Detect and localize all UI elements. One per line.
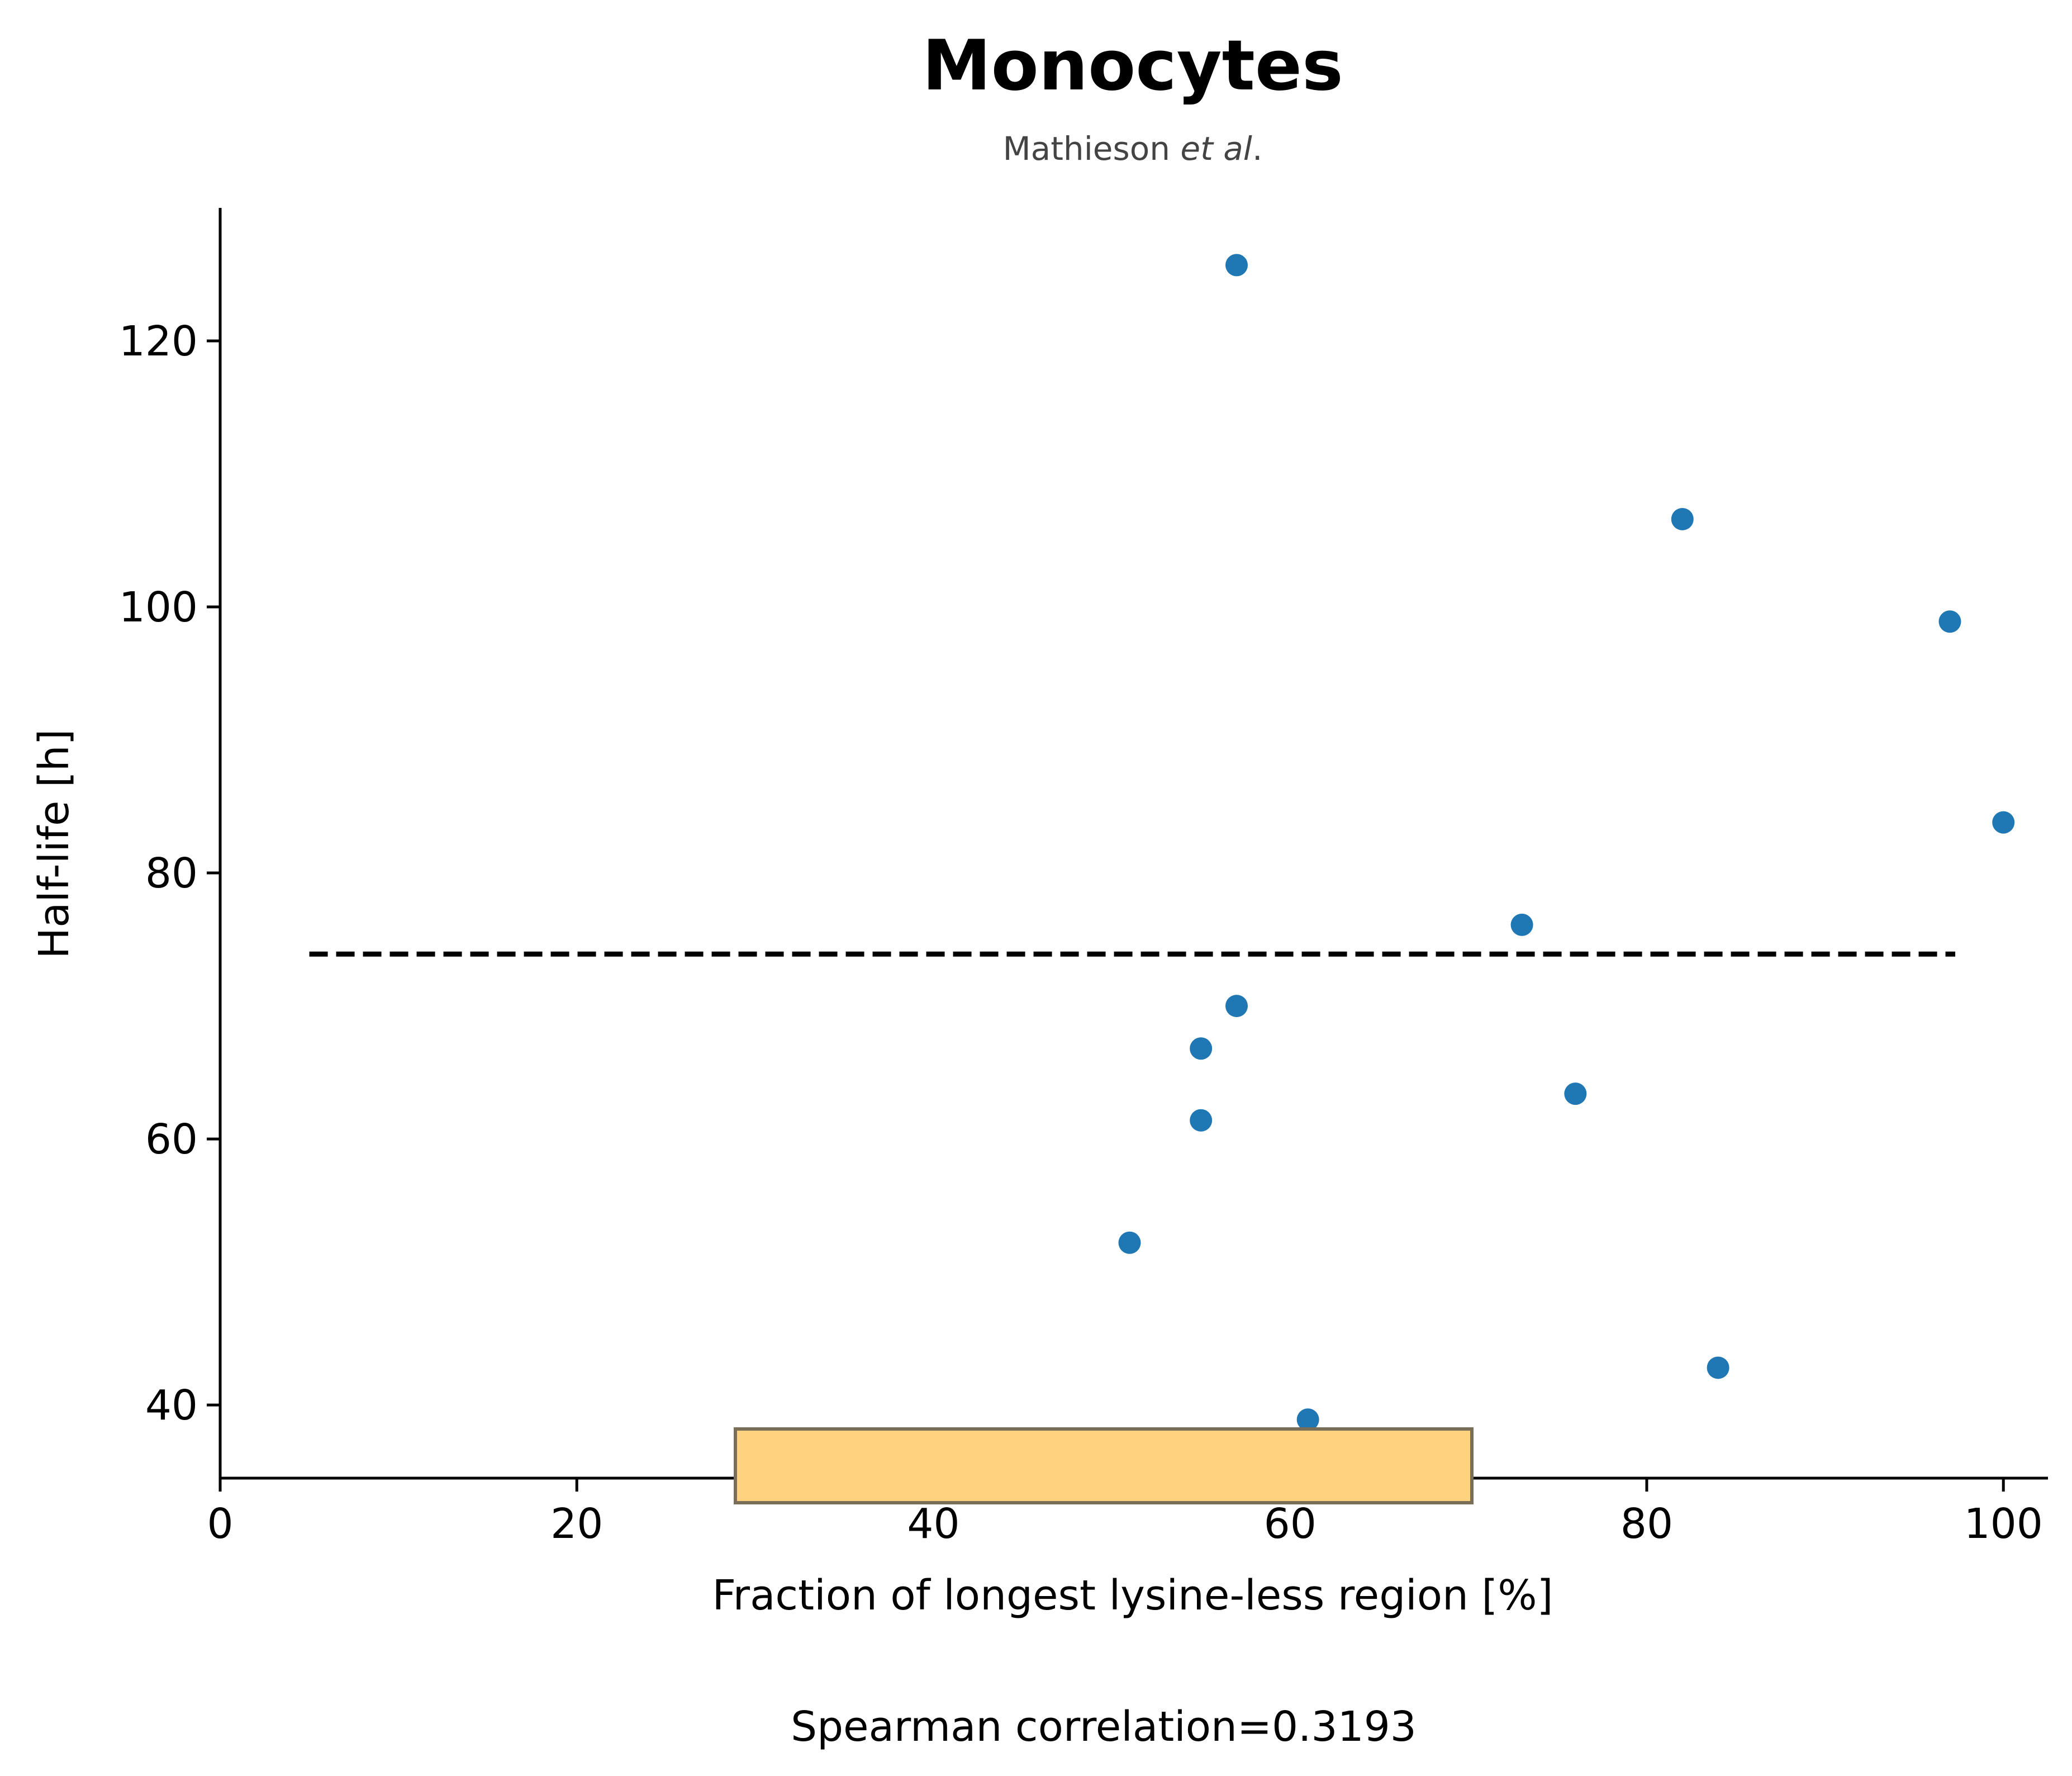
chart-subtitle: Mathieson et al.	[1003, 130, 1263, 168]
x-tick-label: 60	[1264, 1500, 1317, 1548]
annotation-background	[734, 1427, 1474, 1504]
y-axis-label: Half-life [h]	[30, 729, 78, 958]
x-tick-label: 40	[907, 1500, 959, 1548]
y-tick-label: 60	[145, 1115, 198, 1164]
annotation-box: Spearman correlation=0.3193	[734, 1427, 1474, 1751]
data-point	[1118, 1231, 1141, 1254]
data-point	[1190, 1037, 1213, 1060]
data-point	[1707, 1356, 1729, 1379]
subtitle-suffix: .	[1252, 130, 1262, 168]
plot-area: 0 20 40 60 80 100 40 60 80 100 120	[119, 254, 2043, 1548]
x-axis-label: Fraction of longest lysine-less region […	[712, 1571, 1553, 1620]
data-point	[1992, 811, 2015, 834]
x-tick-label: 100	[1964, 1500, 2043, 1548]
subtitle-italic: et al	[1180, 130, 1252, 168]
annotation-text: Spearman correlation=0.3193	[791, 1703, 1417, 1751]
data-point	[1296, 1408, 1319, 1431]
subtitle-prefix: Mathieson	[1003, 130, 1181, 168]
data-point	[1190, 1109, 1213, 1132]
data-point	[1938, 610, 1961, 633]
x-tick-label: 0	[207, 1500, 233, 1548]
data-point	[1225, 254, 1248, 277]
y-tick-label: 80	[145, 849, 198, 898]
data-point	[1671, 507, 1694, 530]
y-tick-label: 120	[119, 317, 198, 365]
data-point	[1510, 913, 1533, 936]
y-tick-label: 100	[119, 583, 198, 631]
data-point	[1564, 1082, 1587, 1105]
x-tick-label: 20	[550, 1500, 603, 1548]
x-tick-label: 80	[1620, 1500, 1673, 1548]
chart-title: Monocytes	[922, 26, 1343, 106]
y-tick-label: 40	[145, 1381, 198, 1430]
data-point	[1225, 995, 1248, 1018]
